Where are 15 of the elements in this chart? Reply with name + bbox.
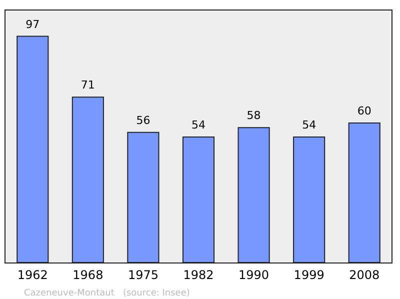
data-label: 54 [192, 118, 206, 132]
text: Cazeneuve-Montaut (source: Insee) [24, 288, 190, 298]
data-label: 58 [246, 109, 261, 122]
data-label: 71 [80, 78, 95, 92]
data-label: 60 [357, 104, 372, 118]
data-label: 54 [302, 118, 316, 132]
x-tick-label: 1975 [128, 268, 158, 282]
x-tick-label: 1999 [294, 268, 324, 282]
x-tick-label: 1962 [17, 268, 48, 282]
x-tick-label: 1982 [183, 268, 214, 282]
x-tick-label: 2008 [349, 268, 380, 282]
data-label: 97 [26, 18, 40, 31]
x-tick-label: 1990 [238, 268, 270, 282]
data-label: 56 [136, 114, 150, 127]
x-tick-label: 1968 [72, 268, 104, 282]
